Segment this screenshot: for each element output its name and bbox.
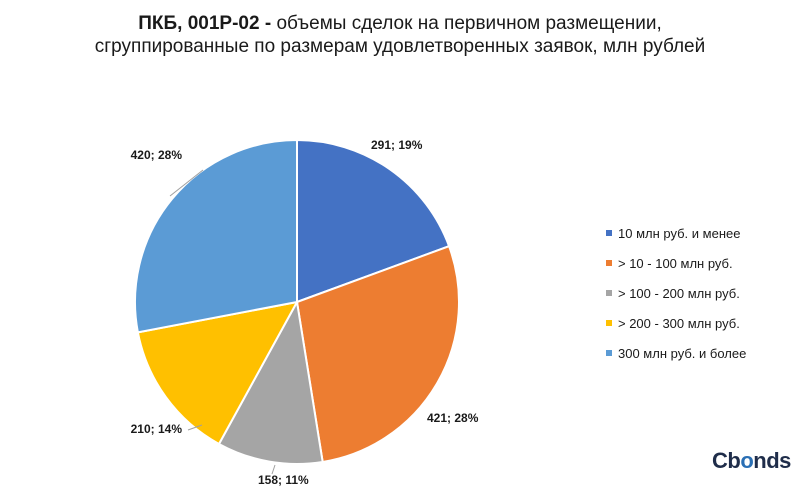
legend-item: > 100 - 200 млн руб. [606, 278, 746, 308]
legend-item: > 200 - 300 млн руб. [606, 308, 746, 338]
data-labels: 291; 19% 421; 28% 158; 11% 210; 14% 420; 28% [131, 138, 479, 487]
legend: 10 млн руб. и менее > 10 - 100 млн руб. … [606, 218, 746, 368]
chart-title-line2: сгруппированные по размерам удовлетворен… [94, 36, 706, 57]
legend-item: > 10 - 100 млн руб. [606, 248, 746, 278]
legend-label: > 200 - 300 млн руб. [618, 315, 740, 331]
legend-label: > 100 - 200 млн руб. [618, 285, 740, 301]
pie-slice [134, 138, 298, 334]
data-label: 210; 14% [131, 422, 183, 436]
legend-label: > 10 - 100 млн руб. [618, 255, 733, 271]
legend-item: 10 млн руб. и менее [606, 218, 746, 248]
chart-title: ПКБ, 001Р-02 - объемы сделок на первично… [0, 12, 800, 58]
data-label: 420; 28% [131, 148, 183, 162]
data-label: 158; 11% [258, 473, 309, 487]
legend-swatch [606, 290, 612, 296]
leader-line [187, 424, 203, 431]
data-label: 291; 19% [371, 138, 423, 152]
pie-slices [134, 138, 460, 465]
pie-slice [296, 138, 451, 304]
pie-slice [295, 244, 460, 464]
legend-item: 300 млн руб. и более [606, 338, 746, 368]
chart-title-rest: объемы сделок на первичном размещении, [271, 13, 662, 34]
chart-title-bold: ПКБ, 001Р-02 - [138, 13, 272, 34]
logo-letter: C [712, 448, 728, 473]
data-label: 421; 28% [427, 411, 479, 425]
legend-swatch [606, 320, 612, 326]
logo-letter: b [727, 448, 741, 473]
leader-line [271, 464, 276, 475]
cbonds-logo: Cbonds [712, 448, 791, 474]
leader-lines [169, 169, 276, 475]
leader-line [169, 169, 204, 197]
legend-swatch [606, 350, 612, 356]
legend-swatch [606, 230, 612, 236]
chart-title-line1: ПКБ, 001Р-02 - объемы сделок на первично… [0, 12, 800, 35]
legend-swatch [606, 260, 612, 266]
legend-label: 10 млн руб. и менее [618, 225, 741, 241]
logo-letter: o [740, 448, 754, 473]
pie-slice [217, 298, 324, 465]
pie-slice [136, 300, 299, 446]
legend-label: 300 млн руб. и более [618, 345, 747, 361]
logo-text: nds [753, 448, 791, 473]
